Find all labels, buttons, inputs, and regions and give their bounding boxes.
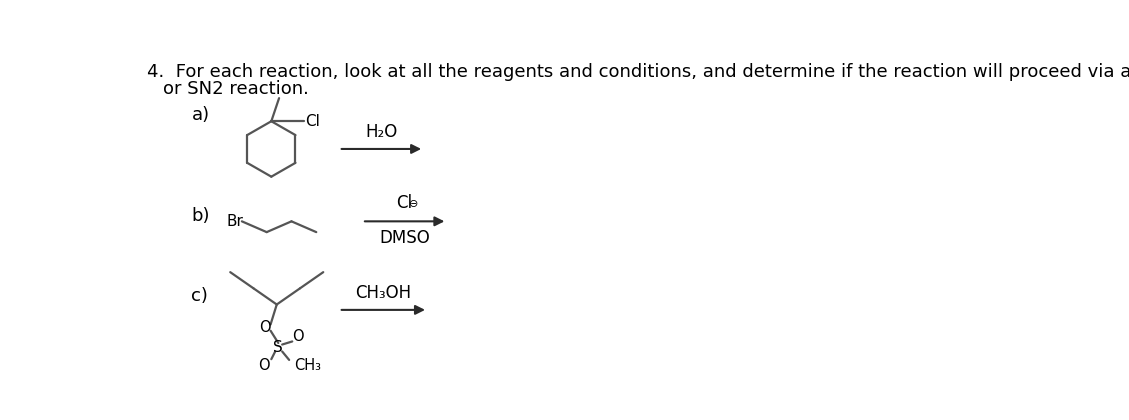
Text: ⊖: ⊖ bbox=[409, 199, 419, 209]
Text: c): c) bbox=[192, 287, 209, 305]
Text: or SN2 reaction.: or SN2 reaction. bbox=[163, 80, 308, 98]
Text: a): a) bbox=[192, 106, 210, 124]
Text: DMSO: DMSO bbox=[379, 229, 430, 247]
Text: 4.  For each reaction, look at all the reagents and conditions, and determine if: 4. For each reaction, look at all the re… bbox=[147, 63, 1129, 81]
Text: Br: Br bbox=[227, 214, 243, 229]
Text: O: O bbox=[260, 320, 271, 335]
Text: O: O bbox=[292, 329, 304, 344]
Text: Cl: Cl bbox=[396, 194, 413, 212]
Text: CH₃OH: CH₃OH bbox=[355, 284, 411, 302]
Text: CH₃: CH₃ bbox=[295, 358, 322, 373]
Text: Cl: Cl bbox=[306, 114, 321, 129]
Text: H₂O: H₂O bbox=[366, 123, 397, 141]
Text: O: O bbox=[259, 358, 270, 373]
Text: S: S bbox=[273, 340, 283, 355]
Text: b): b) bbox=[192, 207, 210, 226]
